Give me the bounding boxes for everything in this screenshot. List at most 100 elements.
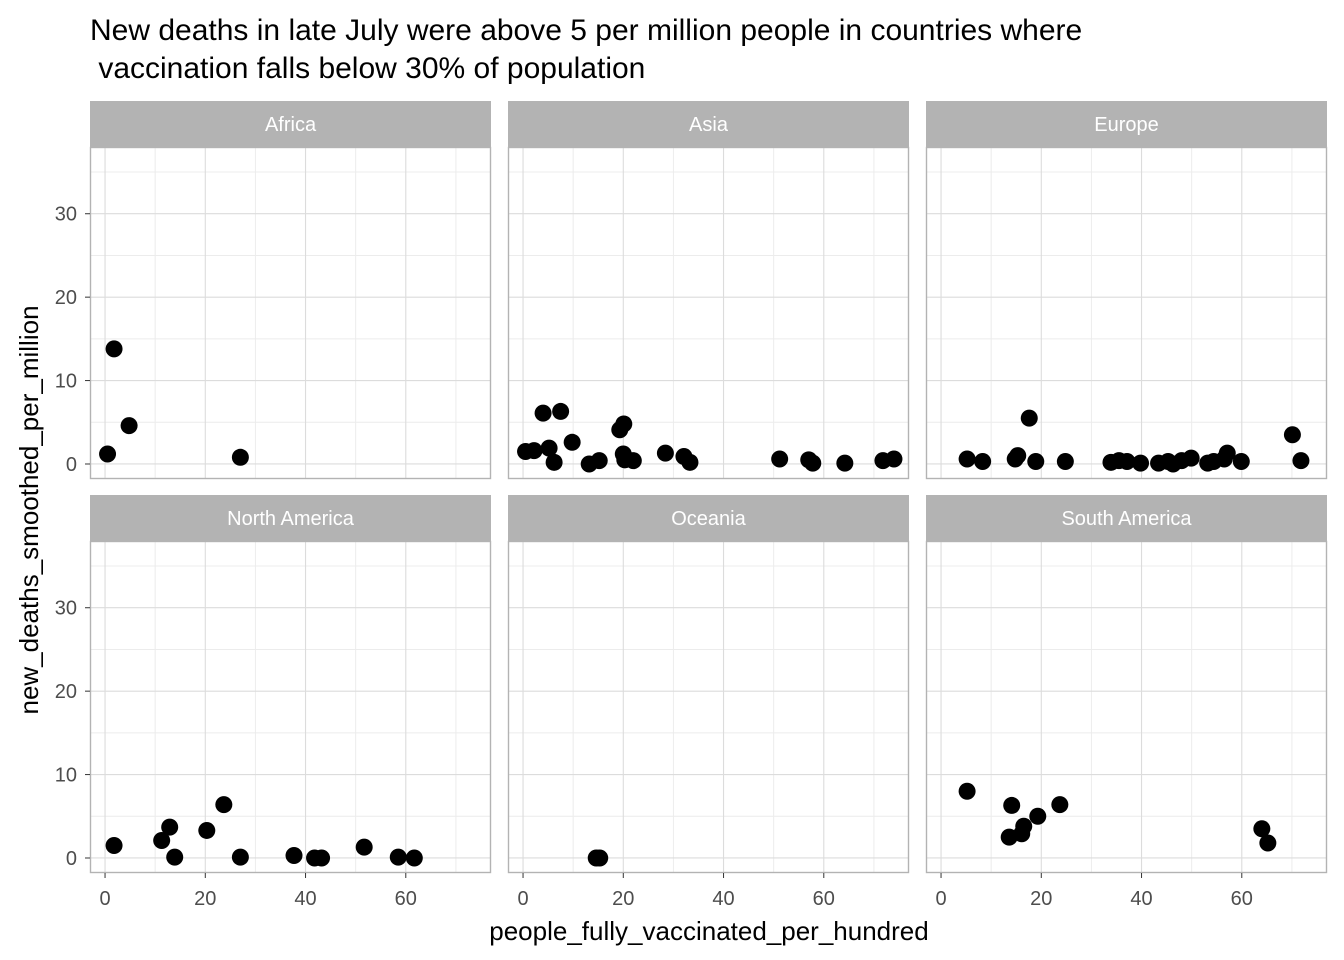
data-point: [215, 796, 233, 814]
data-point: [1182, 449, 1200, 467]
data-point: [656, 444, 674, 462]
data-point: [389, 848, 407, 866]
facet-strip: [508, 495, 909, 541]
data-point: [105, 836, 123, 854]
x-tick-label: 0: [99, 888, 110, 910]
x-tick-label: 20: [194, 888, 216, 910]
data-point: [615, 415, 633, 433]
data-point: [1029, 807, 1047, 825]
data-point: [1056, 452, 1074, 470]
data-point: [563, 433, 581, 451]
data-point: [545, 453, 563, 471]
panel-border: [925, 540, 1328, 874]
x-tick-label: 60: [1231, 888, 1253, 910]
data-point: [836, 454, 854, 472]
facet-panel-africa: Africa: [89, 101, 492, 480]
data-point: [355, 838, 373, 856]
data-point: [1292, 452, 1310, 470]
facet-panel-asia: Asia: [507, 101, 910, 480]
facet-strip: [926, 495, 1327, 541]
panel-border: [89, 146, 492, 480]
x-axis-label: people_fully_vaccinated_per_hundred: [489, 916, 928, 946]
y-tick-label: 20: [55, 287, 77, 309]
data-point: [1003, 796, 1021, 814]
y-tick-label: 20: [55, 681, 77, 703]
data-point: [974, 452, 992, 470]
data-point: [771, 450, 789, 468]
x-tick-label: 40: [294, 888, 316, 910]
y-tick-label: 0: [66, 848, 77, 870]
data-point: [99, 445, 117, 463]
chart-title: New deaths in late July were above 5 per…: [90, 14, 1083, 85]
x-tick-label: 60: [813, 888, 835, 910]
panel-border: [89, 540, 492, 874]
data-point: [540, 439, 558, 457]
y-tick-label: 0: [66, 454, 77, 476]
facet-label: Oceania: [671, 508, 746, 530]
facet-strip: [508, 101, 909, 147]
panel-border: [925, 146, 1328, 480]
data-point: [231, 848, 249, 866]
facet-panel-north-america: North America: [89, 495, 492, 874]
y-tick-label: 30: [55, 598, 77, 620]
facet-strip: [90, 495, 491, 541]
y-tick-label: 10: [55, 765, 77, 787]
data-point: [1009, 447, 1027, 465]
y-axis-label: new_deaths_smoothed_per_million: [14, 305, 44, 714]
data-point: [1232, 452, 1250, 470]
data-point: [120, 417, 138, 435]
facet-panel-south-america: South America: [925, 495, 1328, 874]
data-point: [804, 454, 822, 472]
data-point: [313, 849, 331, 867]
data-point: [552, 402, 570, 420]
data-point: [1118, 452, 1136, 470]
x-tick-label: 20: [1030, 888, 1052, 910]
data-point: [958, 782, 976, 800]
data-point: [1259, 834, 1277, 852]
data-point: [525, 442, 543, 460]
facet-strip: [926, 101, 1327, 147]
facet-label: Africa: [265, 114, 317, 136]
data-point: [1218, 444, 1236, 462]
data-point: [166, 848, 184, 866]
facet-label: Europe: [1094, 114, 1159, 136]
data-point: [105, 340, 123, 358]
data-point: [1027, 452, 1045, 470]
data-point: [590, 452, 608, 470]
data-point: [681, 453, 699, 471]
facet-label: Asia: [689, 114, 729, 136]
facet-strip: [90, 101, 491, 147]
data-point: [1253, 820, 1271, 838]
data-point: [958, 450, 976, 468]
data-point: [1015, 817, 1033, 835]
facet-label: South America: [1061, 508, 1192, 530]
data-point: [231, 448, 249, 466]
x-tick-label: 60: [395, 888, 417, 910]
facet-panel-europe: Europe: [925, 101, 1328, 480]
data-point: [534, 404, 552, 422]
data-point: [161, 818, 179, 836]
data-point: [285, 846, 303, 864]
x-tick-label: 0: [517, 888, 528, 910]
data-point: [1020, 409, 1038, 427]
x-tick-label: 40: [712, 888, 734, 910]
y-tick-label: 30: [55, 204, 77, 226]
facet-label: North America: [227, 508, 355, 530]
facet-panel-oceania: Oceania: [507, 495, 910, 874]
data-point: [1051, 796, 1069, 814]
panel-border: [507, 540, 910, 874]
data-point: [1132, 454, 1150, 472]
panel-border: [507, 146, 910, 480]
data-point: [885, 450, 903, 468]
data-point: [624, 452, 642, 470]
data-point: [1283, 426, 1301, 444]
x-tick-label: 40: [1130, 888, 1152, 910]
x-tick-label: 0: [935, 888, 946, 910]
data-point: [153, 831, 171, 849]
data-point: [198, 821, 216, 839]
data-point: [405, 849, 423, 867]
y-tick-label: 10: [55, 371, 77, 393]
x-tick-label: 20: [612, 888, 634, 910]
